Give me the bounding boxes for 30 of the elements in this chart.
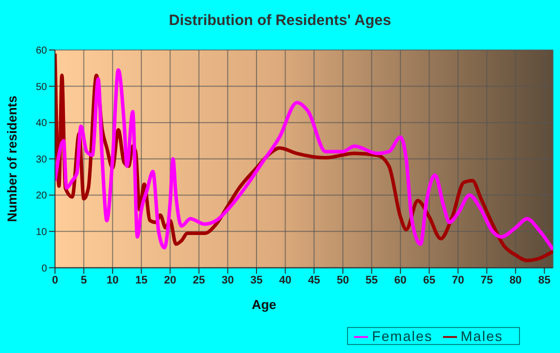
y-tick-label: 40 [36,118,48,130]
chart-title: Distribution of Residents' Ages [168,12,392,29]
x-tick-label: 50 [336,274,349,287]
x-tick-label: 85 [538,274,550,287]
y-tick-label: 50 [36,82,48,93]
x-tick-label: 40 [279,274,292,287]
x-tick-label: 5 [80,274,87,287]
x-tick-label: 55 [366,274,378,287]
x-tick-label: 0 [52,274,58,287]
y-axis-title: Number of residents [4,96,20,222]
x-tick-label: 10 [106,274,119,287]
y-tick-label: 60 [36,46,48,57]
x-tick-label: 60 [394,274,407,287]
y-tick-label: 30 [36,154,48,166]
x-tick-label: 65 [423,274,436,287]
x-tick-label: 75 [480,274,493,287]
x-axis-title: Age [252,296,276,312]
x-tick-label: 70 [452,274,464,287]
x-tick-label: 35 [250,274,263,287]
legend-label: Males [460,328,503,344]
x-tick-label: 80 [509,274,522,287]
x-tick-label: 25 [192,274,206,287]
y-tick-label: 20 [36,190,48,202]
y-tick-label: 0 [41,263,48,274]
y-tick-label: 10 [36,226,48,238]
x-tick-label: 20 [164,274,176,287]
x-tick-label: 15 [135,274,148,287]
legend-label: Females [372,328,433,344]
x-tick-label: 45 [308,274,320,287]
x-tick-label: 30 [222,274,234,287]
